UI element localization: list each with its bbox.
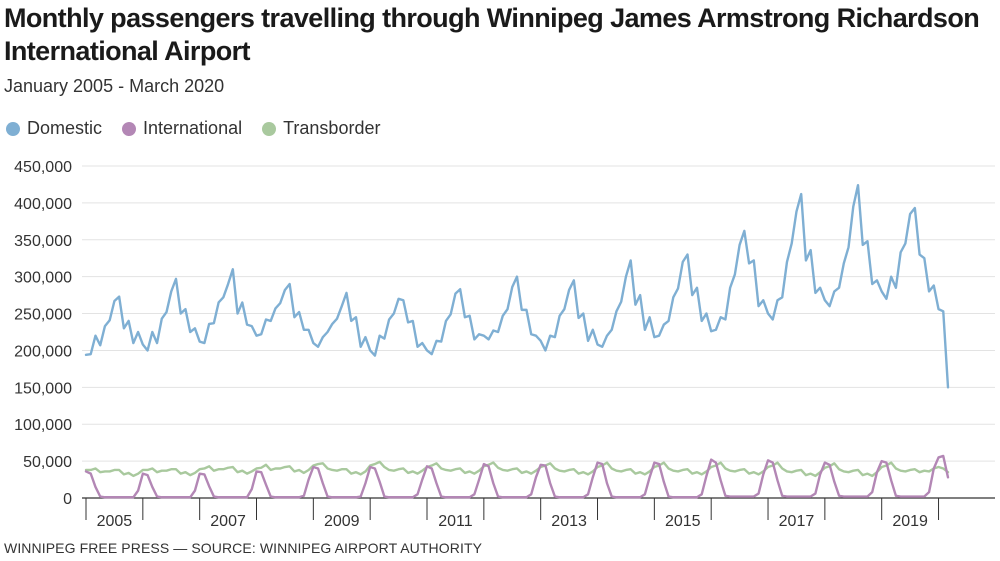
y-tick-label: 100,000 (14, 417, 72, 434)
y-tick-label: 400,000 (14, 196, 72, 213)
legend: Domestic International Transborder (6, 118, 380, 139)
grid-lines (82, 165, 995, 462)
x-tick-label: 2011 (438, 513, 473, 530)
source-credit: WINNIPEG FREE PRESS — SOURCE: WINNIPEG A… (4, 540, 483, 556)
y-axis-labels: 0 50,000 100,000 150,000 200,000 250,000 300,0… (14, 159, 72, 508)
legend-item-domestic[interactable]: Domestic (6, 118, 102, 139)
x-tick-label: 2009 (324, 513, 360, 530)
line-chart: 0 50,000 100,000 150,000 200,000 250,000 300,0… (14, 159, 995, 530)
x-tick-label: 2013 (551, 513, 587, 530)
legend-dot-transborder (262, 121, 277, 136)
legend-item-international[interactable]: International (122, 118, 242, 139)
x-tick-label: 2005 (97, 513, 133, 530)
y-tick-label: 150,000 (14, 380, 72, 397)
x-axis: 2005 2007 2009 2011 2013 2015 2017 2019 (82, 497, 995, 530)
legend-label-transborder: Transborder (283, 118, 381, 138)
series-line-international (84, 454, 950, 499)
y-tick-label: 450,000 (14, 159, 72, 176)
series-line-domestic (84, 183, 950, 389)
legend-label-international: International (143, 118, 243, 138)
legend-dot-domestic (6, 121, 20, 136)
legend-label-domestic: Domestic (27, 118, 103, 138)
series-lines (84, 183, 950, 499)
y-tick-label: 50,000 (23, 454, 72, 471)
series-line-transborder (84, 460, 950, 478)
x-tick-label: 2019 (892, 513, 928, 530)
x-tick-label: 2007 (210, 513, 246, 530)
legend-item-transborder[interactable]: Transborder (262, 118, 380, 139)
y-tick-label: 200,000 (14, 343, 72, 360)
legend-dot-international (122, 121, 137, 136)
y-tick-label: 350,000 (14, 233, 72, 250)
y-tick-label: 250,000 (14, 307, 72, 324)
chart-subtitle: January 2005 - March 2020 (4, 76, 225, 96)
y-tick-label: 0 (63, 491, 72, 508)
y-tick-label: 300,000 (14, 270, 72, 287)
x-tick-label: 2017 (779, 513, 815, 530)
chart-title: Monthly passengers travelling through Wi… (4, 3, 980, 66)
x-tick-label: 2015 (665, 513, 701, 530)
